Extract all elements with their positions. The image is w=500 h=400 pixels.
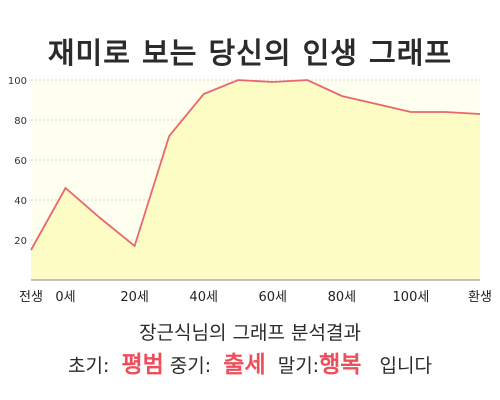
y-tick-label: 100	[8, 76, 27, 87]
early-label: 초기:	[67, 355, 110, 377]
result-summary: 초기: 평범 중기: 출세 말기:행복 입니다	[0, 345, 500, 379]
chart-title: 재미로 보는 당신의 인생 그래프	[47, 36, 453, 70]
late-label: 말기:	[277, 355, 320, 377]
x-tick-label: 20세	[120, 290, 149, 305]
x-tick-label: 80세	[328, 290, 357, 305]
x-tick-label: 환생	[468, 290, 492, 305]
x-tick-label: 40세	[189, 290, 218, 305]
x-tick-label: 100세	[393, 290, 430, 305]
early-value: 평범	[121, 352, 164, 378]
x-tick-label: 0세	[55, 290, 75, 305]
series-line	[30, 79, 481, 251]
x-tick-label: 60세	[259, 290, 288, 305]
late-value: 행복	[319, 352, 362, 378]
mid-label: 중기:	[169, 355, 212, 377]
y-tick-label: 20	[14, 236, 27, 247]
y-tick-labels: 20 40 60 80 100	[8, 76, 27, 247]
result-ending: 입니다	[379, 355, 432, 377]
y-tick-label: 80	[14, 116, 27, 127]
x-tick-label: 전생	[19, 290, 43, 305]
y-tick-label: 60	[14, 156, 27, 167]
result-title: 장근식님의 그래프 분석결과	[139, 322, 361, 344]
y-tick-label: 40	[14, 196, 27, 207]
mid-value: 출세	[223, 352, 266, 378]
area-fill	[31, 80, 480, 280]
x-tick-labels: 전생 0세 20세 40세 60세 80세 100세 환생	[19, 290, 492, 305]
